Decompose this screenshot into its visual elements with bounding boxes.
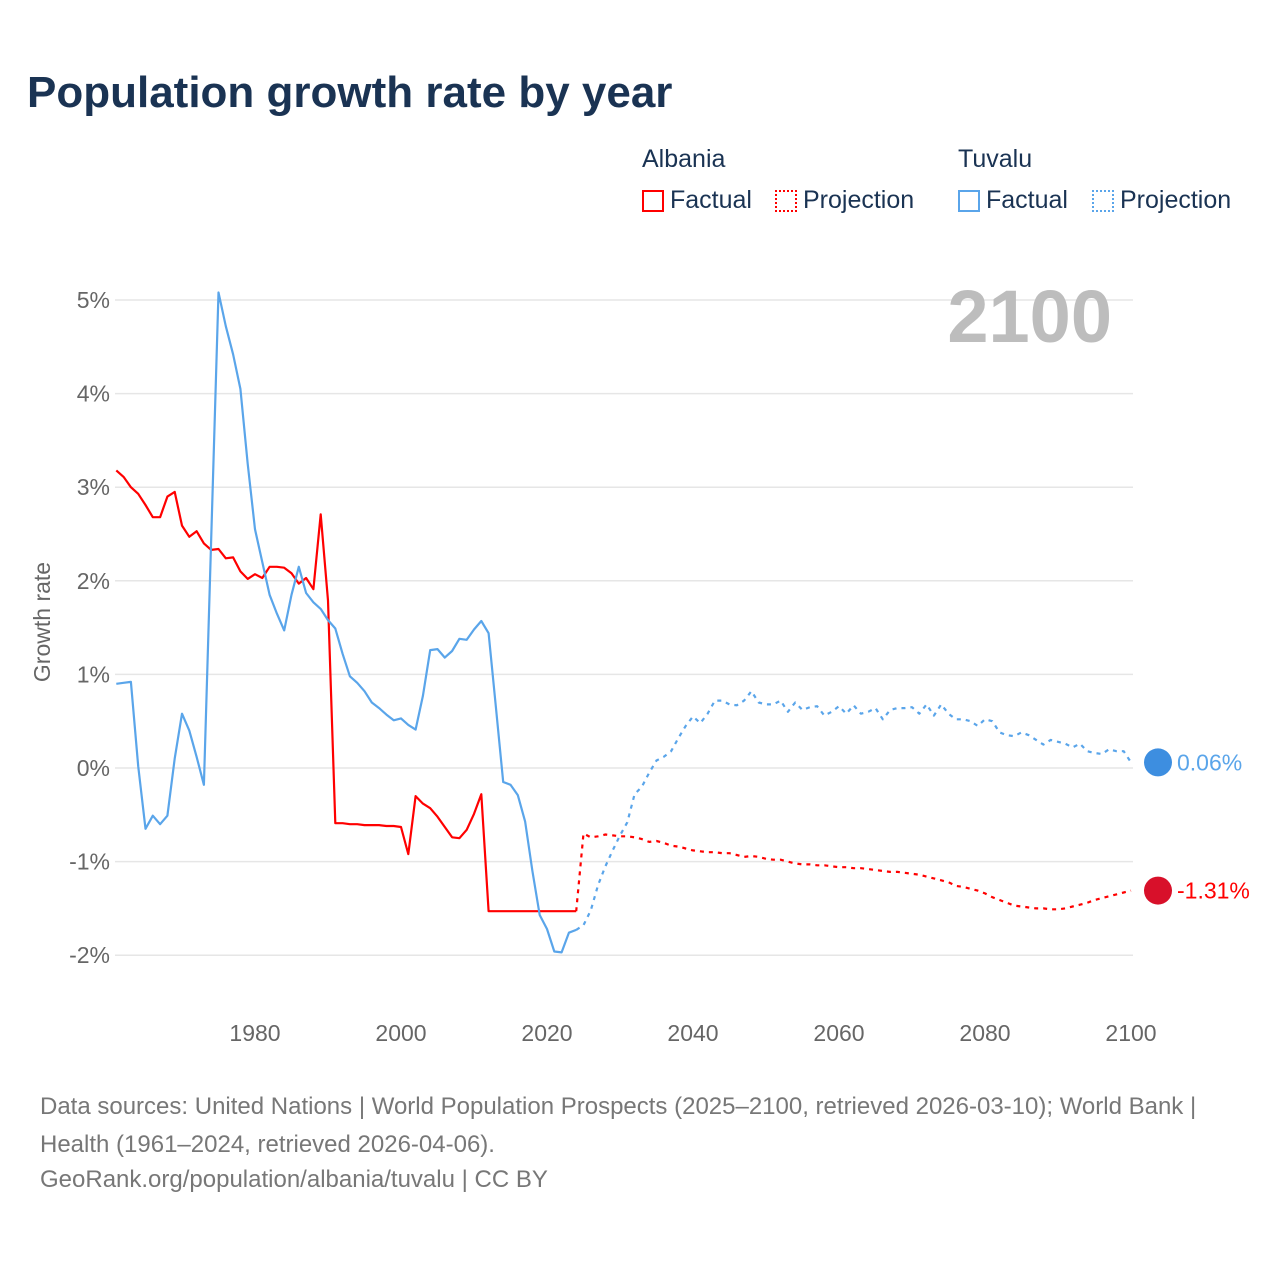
x-tick-label: 2040 bbox=[667, 1020, 718, 1046]
legend-label: Factual bbox=[986, 186, 1068, 214]
x-tick-label: 2060 bbox=[813, 1020, 864, 1046]
y-tick-label: -1% bbox=[69, 849, 110, 875]
y-tick-label: -2% bbox=[69, 942, 110, 968]
legend-label: Projection bbox=[803, 186, 915, 214]
y-tick-label: 0% bbox=[77, 755, 110, 781]
legend-swatch-dotted bbox=[775, 189, 797, 212]
legend-swatch-solid bbox=[958, 189, 980, 212]
y-tick-label: 2% bbox=[77, 568, 110, 594]
series-tuvalu-projection bbox=[575, 690, 1132, 931]
series-tuvalu-factual bbox=[116, 291, 577, 954]
series-albania-projection bbox=[575, 832, 1132, 912]
chart-title: Population growth rate by year bbox=[27, 68, 673, 117]
series-albania-factual bbox=[115, 469, 577, 913]
legend-group-tuvalu: Tuvalu bbox=[958, 145, 1033, 173]
end-value-label: 0.06% bbox=[1177, 749, 1242, 775]
y-tick-label: 3% bbox=[77, 474, 110, 500]
credit-link[interactable]: GeoRank.org/population/albania/tuvalu | … bbox=[40, 1166, 548, 1193]
y-tick-label: 1% bbox=[77, 661, 110, 687]
legend-label: Factual bbox=[670, 186, 752, 214]
data-sources: Data sources: United Nations | World Pop… bbox=[40, 1093, 1197, 1158]
end-value-label: -1.31% bbox=[1177, 878, 1250, 904]
x-tick-label: 1980 bbox=[229, 1020, 280, 1046]
y-axis-label: Growth rate bbox=[29, 562, 55, 682]
y-tick-label: 4% bbox=[77, 381, 110, 407]
legend-group-albania: Albania bbox=[642, 145, 726, 173]
x-tick-label: 2080 bbox=[959, 1020, 1010, 1046]
legend-albania-factual[interactable]: Factual bbox=[642, 186, 752, 215]
albania-flag-icon bbox=[1144, 876, 1172, 905]
x-tick-label: 2100 bbox=[1105, 1020, 1156, 1046]
year-display: 2100 bbox=[947, 275, 1112, 358]
x-tick-label: 2000 bbox=[375, 1020, 426, 1046]
legend-swatch-solid bbox=[642, 189, 664, 212]
legend-swatch-dotted bbox=[1092, 189, 1114, 212]
line-chart: 5% 4% 3% 2% 1% 0% -1% -2% 1980 2000 2020 2040 2060 20… bbox=[29, 275, 1250, 1046]
x-tick-label: 2020 bbox=[521, 1020, 572, 1046]
legend-albania-projection[interactable]: Projection bbox=[775, 186, 914, 215]
legend-label: Projection bbox=[1120, 186, 1232, 214]
y-tick-label: 5% bbox=[77, 287, 110, 313]
legend-tuvalu-projection[interactable]: Projection bbox=[1092, 186, 1231, 215]
legend-tuvalu-factual[interactable]: Factual bbox=[958, 186, 1068, 215]
tuvalu-flag-icon bbox=[1144, 748, 1172, 777]
